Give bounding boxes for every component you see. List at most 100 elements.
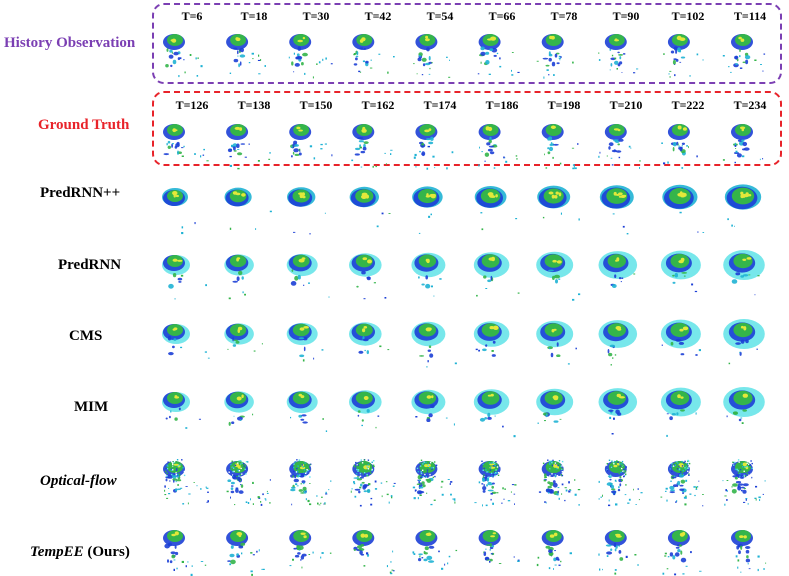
time-label-ground_truth-9: T=222 bbox=[671, 98, 705, 112]
radar-frame-cms-2 bbox=[222, 312, 274, 370]
radar-frame-history-2 bbox=[222, 22, 274, 80]
radar-frame-optical_flow-8 bbox=[594, 449, 646, 507]
time-label-history-7: T=78 bbox=[550, 9, 578, 23]
radar-frame-ground_truth-6 bbox=[470, 112, 522, 170]
time-label-ground_truth-8: T=210 bbox=[609, 98, 643, 112]
radar-frame-mim-1 bbox=[160, 380, 212, 438]
time-label-history-3: T=30 bbox=[302, 9, 330, 23]
radar-frame-ground_truth-3 bbox=[284, 112, 336, 170]
radar-frame-ground_truth-1 bbox=[160, 112, 212, 170]
radar-frame-ground_truth-7 bbox=[532, 112, 584, 170]
radar-frame-history-4 bbox=[346, 22, 398, 80]
radar-frame-tempee-3 bbox=[284, 518, 336, 576]
radar-frame-optical_flow-4 bbox=[346, 449, 398, 507]
row-label-predrnn: PredRNN bbox=[58, 257, 122, 273]
radar-frame-predrnnpp-2 bbox=[222, 178, 274, 236]
row-label-mim: MIM bbox=[74, 399, 109, 415]
radar-frame-cms-4 bbox=[346, 312, 398, 370]
time-label-ground_truth-6: T=186 bbox=[485, 98, 519, 112]
radar-frame-tempee-5 bbox=[408, 518, 460, 576]
radar-frame-predrnn-8 bbox=[594, 243, 646, 301]
history-observation-frame bbox=[152, 3, 782, 84]
radar-frame-predrnn-10 bbox=[718, 243, 770, 301]
radar-frame-predrnnpp-8 bbox=[594, 178, 646, 236]
radar-frame-history-3 bbox=[284, 22, 336, 80]
radar-frame-mim-7 bbox=[532, 380, 584, 438]
radar-frame-tempee-6 bbox=[470, 518, 522, 576]
radar-frame-optical_flow-2 bbox=[222, 449, 274, 507]
radar-frame-cms-3 bbox=[284, 312, 336, 370]
radar-frame-cms-5 bbox=[408, 312, 460, 370]
radar-frame-history-5 bbox=[408, 22, 460, 80]
radar-frame-history-6 bbox=[470, 22, 522, 80]
radar-frame-ground_truth-8 bbox=[594, 112, 646, 170]
radar-frame-history-9 bbox=[656, 22, 708, 80]
radar-frame-mim-4 bbox=[346, 380, 398, 438]
time-label-ground_truth-7: T=198 bbox=[547, 98, 581, 112]
radar-frame-mim-5 bbox=[408, 380, 460, 438]
radar-frame-cms-9 bbox=[656, 312, 708, 370]
row-label-ground-truth: Ground Truth bbox=[38, 117, 130, 133]
radar-frame-cms-7 bbox=[532, 312, 584, 370]
radar-frame-history-8 bbox=[594, 22, 646, 80]
radar-frame-optical_flow-10 bbox=[718, 449, 770, 507]
time-label-history-9: T=102 bbox=[671, 9, 705, 23]
radar-frame-optical_flow-9 bbox=[656, 449, 708, 507]
tempee-suffix: (Ours) bbox=[83, 544, 130, 560]
time-label-history-2: T=18 bbox=[240, 9, 268, 23]
radar-frame-cms-10 bbox=[718, 312, 770, 370]
radar-frame-cms-8 bbox=[594, 312, 646, 370]
time-label-ground_truth-1: T=126 bbox=[175, 98, 209, 112]
time-label-history-5: T=54 bbox=[426, 9, 454, 23]
radar-frame-predrnn-3 bbox=[284, 243, 336, 301]
radar-frame-mim-9 bbox=[656, 380, 708, 438]
radar-frame-predrnnpp-10 bbox=[718, 178, 770, 236]
radar-frame-tempee-10 bbox=[718, 518, 770, 576]
ground-truth-frame bbox=[152, 91, 782, 166]
radar-frame-history-10 bbox=[718, 22, 770, 80]
radar-frame-mim-10 bbox=[718, 380, 770, 438]
time-label-history-10: T=114 bbox=[733, 9, 767, 23]
radar-frame-predrnnpp-3 bbox=[284, 178, 336, 236]
radar-frame-predrnnpp-7 bbox=[532, 178, 584, 236]
radar-frame-mim-8 bbox=[594, 380, 646, 438]
time-label-ground_truth-5: T=174 bbox=[423, 98, 457, 112]
radar-frame-optical_flow-7 bbox=[532, 449, 584, 507]
radar-frame-predrnn-1 bbox=[160, 243, 212, 301]
radar-frame-tempee-1 bbox=[160, 518, 212, 576]
radar-frame-predrnnpp-5 bbox=[408, 178, 460, 236]
radar-frame-tempee-2 bbox=[222, 518, 274, 576]
radar-frame-predrnn-4 bbox=[346, 243, 398, 301]
radar-frame-mim-3 bbox=[284, 380, 336, 438]
time-label-ground_truth-3: T=150 bbox=[299, 98, 333, 112]
radar-frame-predrnn-9 bbox=[656, 243, 708, 301]
radar-frame-mim-2 bbox=[222, 380, 274, 438]
radar-frame-ground_truth-10 bbox=[718, 112, 770, 170]
row-label-tempee: TempEE (Ours) bbox=[30, 544, 130, 561]
radar-frame-predrnn-7 bbox=[532, 243, 584, 301]
radar-frame-optical_flow-3 bbox=[284, 449, 336, 507]
radar-frame-optical_flow-1 bbox=[160, 449, 212, 507]
radar-frame-tempee-8 bbox=[594, 518, 646, 576]
time-label-ground_truth-4: T=162 bbox=[361, 98, 395, 112]
time-label-history-1: T=6 bbox=[181, 9, 203, 23]
radar-frame-predrnnpp-9 bbox=[656, 178, 708, 236]
radar-frame-ground_truth-9 bbox=[656, 112, 708, 170]
radar-frame-predrnn-5 bbox=[408, 243, 460, 301]
row-label-optical-flow: Optical-flow bbox=[40, 473, 117, 489]
radar-frame-predrnnpp-1 bbox=[160, 178, 212, 236]
row-label-cms: CMS bbox=[69, 328, 103, 344]
radar-frame-ground_truth-5 bbox=[408, 112, 460, 170]
radar-frame-optical_flow-5 bbox=[408, 449, 460, 507]
radar-frame-ground_truth-2 bbox=[222, 112, 274, 170]
radar-frame-optical_flow-6 bbox=[470, 449, 522, 507]
time-label-history-6: T=66 bbox=[488, 9, 516, 23]
time-label-history-8: T=90 bbox=[612, 9, 640, 23]
row-label-history: History Observation bbox=[4, 35, 136, 51]
radar-frame-mim-6 bbox=[470, 380, 522, 438]
time-label-ground_truth-10: T=234 bbox=[733, 98, 767, 112]
radar-frame-predrnnpp-6 bbox=[470, 178, 522, 236]
radar-frame-predrnnpp-4 bbox=[346, 178, 398, 236]
radar-frame-tempee-7 bbox=[532, 518, 584, 576]
radar-frame-tempee-4 bbox=[346, 518, 398, 576]
